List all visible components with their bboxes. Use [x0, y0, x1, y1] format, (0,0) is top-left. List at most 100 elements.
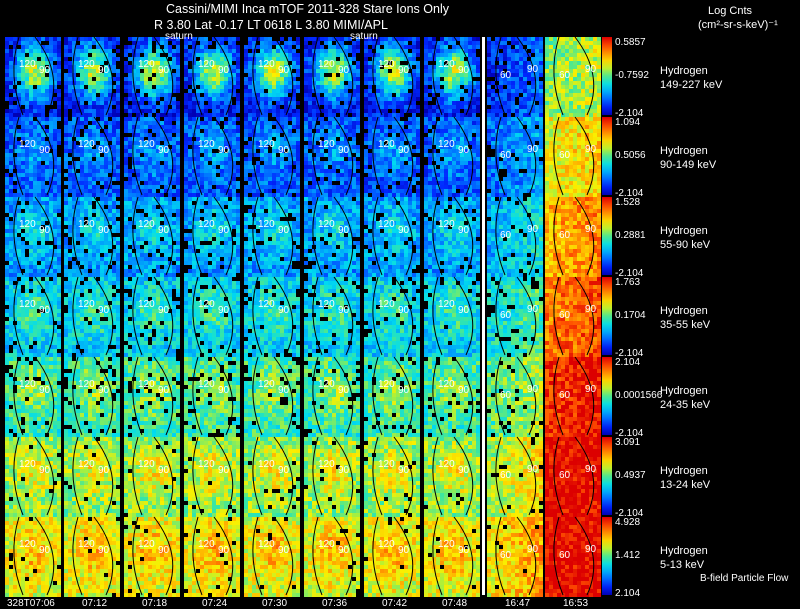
colorbar-min: -2.104 — [615, 189, 643, 199]
contour-label-120: 120 — [438, 140, 455, 150]
colorbar-4 — [602, 357, 612, 435]
contour-label-60: 60 — [559, 471, 570, 481]
heatmap-panel-r2-c5 — [304, 196, 360, 277]
time-label: 07:18 — [142, 599, 167, 609]
contour-label-90: 90 — [398, 466, 409, 476]
contour-label-90: 90 — [585, 225, 596, 235]
time-label: 07:36 — [322, 599, 347, 609]
heatmap-panel-r1-c2 — [124, 116, 180, 197]
contour-label-90: 90 — [158, 306, 169, 316]
colorbar-min: -2.104 — [615, 429, 643, 439]
contour-label-90: 90 — [527, 225, 538, 235]
heatmap-panel-r4-c6 — [364, 356, 420, 437]
contour-label-60: 60 — [500, 71, 511, 81]
contour-label-90: 90 — [39, 306, 50, 316]
energy-label: 55-90 keV — [660, 239, 710, 252]
contour-label-90: 90 — [98, 66, 109, 76]
heatmap-panel-r1-c9 — [545, 116, 601, 197]
time-label: 16:47 — [505, 599, 530, 609]
colorbar-mid: 0.4937 — [615, 471, 646, 481]
heatmap-panel-r1-c7 — [424, 116, 480, 197]
contour-label-120: 120 — [318, 380, 335, 390]
contour-label-120: 120 — [258, 140, 275, 150]
heatmap-panel-r3-c3 — [184, 276, 240, 357]
contour-label-90: 90 — [527, 385, 538, 395]
contour-label-60: 60 — [559, 551, 570, 561]
heatmap-panel-r4-c9 — [545, 356, 601, 437]
contour-label-120: 120 — [378, 220, 395, 230]
contour-label-90: 90 — [39, 226, 50, 236]
contour-label-90: 90 — [39, 546, 50, 556]
energy-label: 149-227 keV — [660, 79, 722, 92]
contour-label-120: 120 — [78, 300, 95, 310]
heatmap-panel-r3-c5 — [304, 276, 360, 357]
colorbar-min: -2.104 — [615, 269, 643, 279]
heatmap-panel-r6-c5 — [304, 516, 360, 597]
contour-label-90: 90 — [158, 386, 169, 396]
contour-label-90: 90 — [218, 306, 229, 316]
contour-label-90: 90 — [398, 306, 409, 316]
contour-label-60: 60 — [500, 311, 511, 321]
heatmap-panel-r4-c5 — [304, 356, 360, 437]
heatmap-panel-r5-c6 — [364, 436, 420, 517]
heatmap-panel-r1-c5 — [304, 116, 360, 197]
heatmap-panel-r5-c2 — [124, 436, 180, 517]
heatmap-panel-r0-c2 — [124, 36, 180, 117]
contour-label-60: 60 — [559, 231, 570, 241]
time-label: 07:30 — [262, 599, 287, 609]
contour-label-90: 90 — [98, 226, 109, 236]
contour-label-120: 120 — [198, 300, 215, 310]
contour-label-120: 120 — [138, 540, 155, 550]
heatmap-panel-r2-c1 — [64, 196, 120, 277]
heatmap-panel-r6-c3 — [184, 516, 240, 597]
contour-label-90: 90 — [338, 66, 349, 76]
contour-label-90: 90 — [98, 386, 109, 396]
contour-label-90: 90 — [585, 65, 596, 75]
contour-label-90: 90 — [98, 146, 109, 156]
colorbar-mid: 0.1704 — [615, 311, 646, 321]
contour-label-120: 120 — [138, 140, 155, 150]
heatmap-panel-r2-c0 — [5, 196, 61, 277]
heatmap-panel-r5-c7 — [424, 436, 480, 517]
contour-label-120: 120 — [198, 220, 215, 230]
contour-label-90: 90 — [278, 306, 289, 316]
heatmap-panel-r4-c0 — [5, 356, 61, 437]
contour-label-120: 120 — [198, 380, 215, 390]
heatmap-panel-r0-c6 — [364, 36, 420, 117]
contour-label-120: 120 — [138, 220, 155, 230]
heatmap-panel-r0-c0 — [5, 36, 61, 117]
contour-label-120: 120 — [258, 300, 275, 310]
energy-label: 90-149 keV — [660, 159, 716, 172]
colorbar-3 — [602, 277, 612, 355]
species-label: Hydrogen — [660, 385, 708, 398]
header-title: Cassini/MIMI Inca mTOF 2011-328 Stare Io… — [166, 3, 449, 16]
contour-label-90: 90 — [458, 66, 469, 76]
contour-label-60: 60 — [500, 391, 511, 401]
heatmap-panel-r4-c2 — [124, 356, 180, 437]
contour-label-120: 120 — [438, 460, 455, 470]
contour-label-90: 90 — [338, 466, 349, 476]
contour-label-90: 90 — [398, 386, 409, 396]
contour-label-90: 90 — [585, 145, 596, 155]
energy-label: 13-24 keV — [660, 479, 710, 492]
contour-label-90: 90 — [458, 386, 469, 396]
heatmap-panel-r1-c0 — [5, 116, 61, 197]
contour-label-120: 120 — [258, 220, 275, 230]
heatmap-panel-r3-c9 — [545, 276, 601, 357]
heatmap-panel-r3-c0 — [5, 276, 61, 357]
contour-label-90: 90 — [278, 386, 289, 396]
time-label: 07:42 — [382, 599, 407, 609]
contour-label-120: 120 — [258, 460, 275, 470]
contour-label-90: 90 — [98, 306, 109, 316]
heatmap-panel-r5-c3 — [184, 436, 240, 517]
contour-label-90: 90 — [39, 146, 50, 156]
contour-label-60: 60 — [500, 231, 511, 241]
heatmap-panel-r2-c6 — [364, 196, 420, 277]
heatmap-panel-r3-c8 — [487, 276, 543, 357]
contour-label-120: 120 — [19, 140, 36, 150]
colorbar-min: 2.104 — [615, 589, 640, 599]
contour-label-120: 120 — [198, 60, 215, 70]
colorbar-max: 1.094 — [615, 118, 640, 128]
colorbar-6 — [602, 517, 612, 595]
heatmap-panel-r1-c1 — [64, 116, 120, 197]
